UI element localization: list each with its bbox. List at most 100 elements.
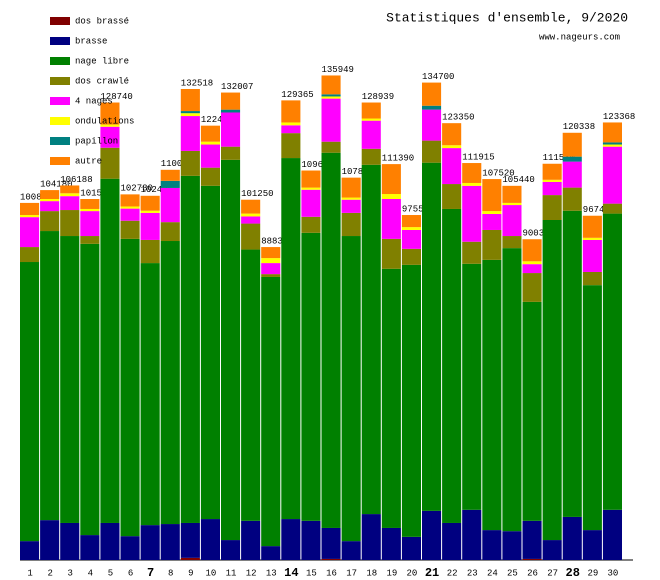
bar-segment <box>562 516 582 560</box>
bar-segment <box>401 215 421 228</box>
x-tick-label: 25 <box>507 568 518 578</box>
bar-segment <box>281 100 301 123</box>
legend-swatch <box>50 57 70 65</box>
x-tick-label: 20 <box>407 568 418 578</box>
total-label: 129365 <box>281 90 313 100</box>
bar-segment <box>422 109 442 141</box>
bar-segment <box>40 198 60 202</box>
bar-segment <box>582 530 602 560</box>
bar-segment <box>80 243 100 536</box>
bar-segment <box>422 82 442 106</box>
bar-segment <box>562 210 582 517</box>
bar-segment <box>200 167 220 186</box>
bar-segment <box>20 541 40 560</box>
total-label: 123368 <box>603 112 635 122</box>
x-tick-label: 2 <box>47 568 52 578</box>
bar-segment <box>261 263 281 275</box>
x-tick-label: 16 <box>326 568 337 578</box>
bar-segment <box>200 144 220 168</box>
bar-segment <box>542 195 562 221</box>
x-tick-label: 24 <box>487 568 498 578</box>
bar-segment <box>321 152 341 528</box>
x-tick-label: 6 <box>128 568 133 578</box>
bar-segment <box>361 164 381 515</box>
bar-segment <box>381 194 401 199</box>
legend-label: 4 nages <box>75 96 113 106</box>
total-label: 132518 <box>181 78 213 88</box>
x-tick-label: 22 <box>447 568 458 578</box>
bar-segment <box>80 236 100 244</box>
bar-segment <box>180 111 200 114</box>
bar-segment <box>562 132 582 157</box>
total-label: 123350 <box>442 113 474 123</box>
x-tick-label: 18 <box>366 568 377 578</box>
bar-segment <box>261 258 281 264</box>
bar-segment <box>482 259 502 531</box>
bar-segment <box>200 141 220 145</box>
bar-segment <box>341 199 361 213</box>
bar-segment <box>60 522 80 560</box>
bar-segment <box>422 105 442 110</box>
bar-segment <box>120 206 140 209</box>
bar-segment <box>60 193 80 197</box>
bar-segment <box>40 231 60 521</box>
x-tick-label: 11 <box>226 568 237 578</box>
x-tick-label: 14 <box>284 566 298 580</box>
bar-segment <box>381 164 401 195</box>
bar-segment <box>100 126 120 148</box>
bar-segment <box>140 525 160 560</box>
bar-segment <box>200 185 220 520</box>
bar-segment <box>140 212 160 240</box>
bar-segment <box>341 236 361 542</box>
bar-segment <box>502 236 522 249</box>
total-label: 101522 <box>80 188 112 198</box>
bar-segment <box>221 92 241 110</box>
total-label: 88831 <box>261 236 288 246</box>
bar-segment <box>281 125 301 134</box>
bar-segment <box>80 198 100 209</box>
total-label: 100812 <box>20 192 52 202</box>
bar-segment <box>321 75 341 95</box>
bar-segment <box>40 520 60 560</box>
bar-segment <box>381 198 401 239</box>
bar-segment <box>542 179 562 182</box>
bar-segment <box>180 88 200 112</box>
bar-segment <box>381 527 401 560</box>
bar-segment <box>442 208 462 523</box>
bar-segment <box>321 94 341 97</box>
bar-segment <box>341 177 361 198</box>
total-label: 111390 <box>382 153 414 163</box>
bar-segment <box>80 208 100 212</box>
bar-segment <box>522 301 542 521</box>
bar-segment <box>100 102 120 125</box>
bar-segment <box>20 217 40 248</box>
bar-segment <box>261 546 281 560</box>
total-label: 102436 <box>141 185 173 195</box>
total-label: 132007 <box>221 82 253 92</box>
bar-segment <box>502 205 522 237</box>
total-label: 101250 <box>241 189 273 199</box>
bar-segment <box>301 216 321 233</box>
x-tick-label: 30 <box>608 568 619 578</box>
bar-segment <box>180 522 200 558</box>
bar-segment <box>582 285 602 531</box>
total-label: 97558 <box>402 204 429 214</box>
bar-segment <box>100 147 120 179</box>
bar-segment <box>120 536 140 560</box>
bar-segment <box>20 215 40 218</box>
bar-segment <box>180 116 200 151</box>
bar-segment <box>482 179 502 212</box>
bar-segment <box>442 145 462 149</box>
bar-segment <box>160 241 180 525</box>
bar-segment <box>462 182 482 186</box>
bar-segment <box>361 148 381 165</box>
x-tick-label: 3 <box>68 568 73 578</box>
bar-segment <box>422 510 442 560</box>
total-label: 96742 <box>583 205 610 215</box>
bar-segment <box>522 261 542 265</box>
bar-segment <box>200 125 220 142</box>
bar-segment <box>281 519 301 560</box>
x-tick-label: 29 <box>587 568 598 578</box>
bar-segment <box>40 190 60 199</box>
legend-swatch <box>50 137 70 145</box>
